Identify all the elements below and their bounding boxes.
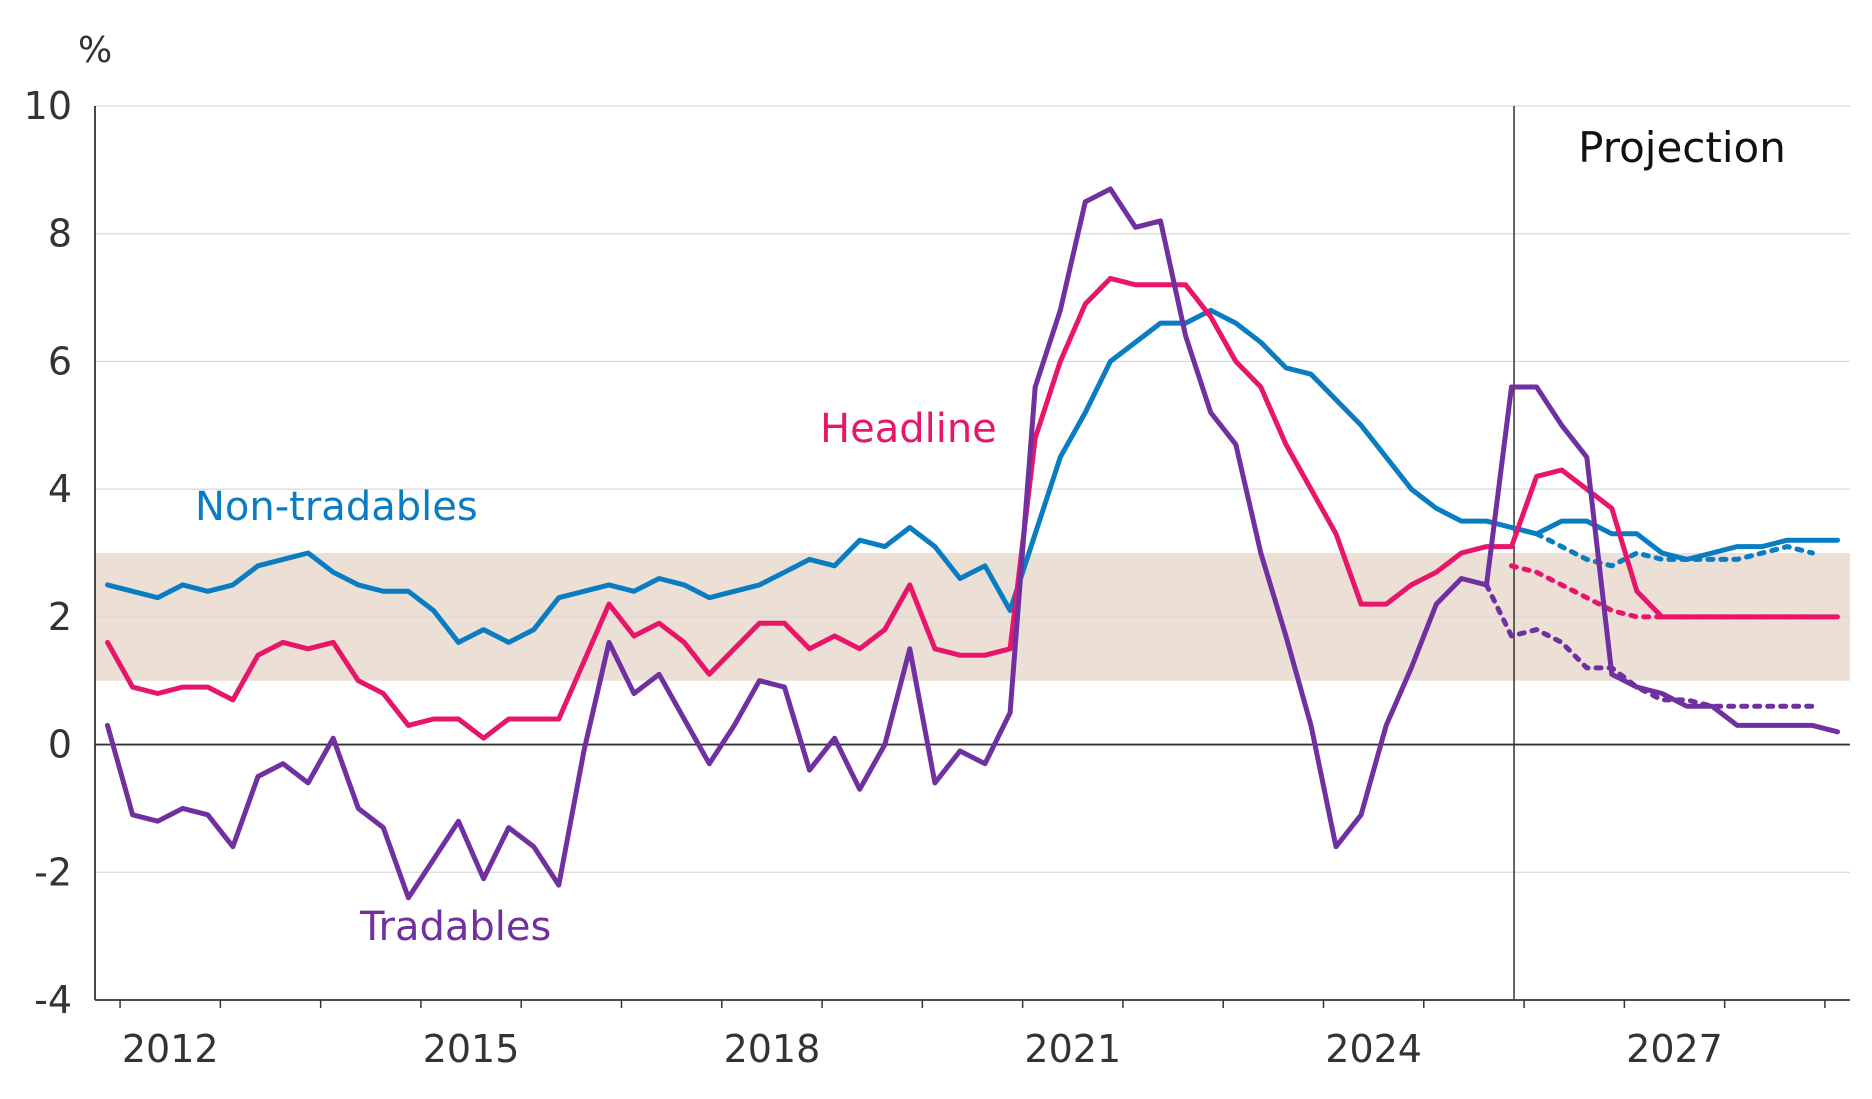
x-tick-label: 2018 bbox=[724, 1027, 821, 1071]
axes: 10 8 6 4 2 0 -2 -4 2012 2015 2018 2021 2024 2027 bbox=[24, 84, 1850, 1071]
y-tick-label: -2 bbox=[34, 850, 72, 894]
labels: Non-tradables Headline Tradables bbox=[195, 406, 997, 950]
x-tick-label: 2024 bbox=[1325, 1027, 1422, 1071]
series-headline-line bbox=[105, 275, 1840, 741]
series-tradables-line bbox=[105, 186, 1840, 901]
y-tick-label: -4 bbox=[34, 978, 72, 1022]
series-nontradables-alternative-projection bbox=[1509, 525, 1815, 569]
x-tick-label: 2012 bbox=[122, 1027, 219, 1071]
y-tick-label: 0 bbox=[48, 723, 72, 767]
series-label-headline: Headline bbox=[820, 406, 997, 452]
x-tick-label: 2027 bbox=[1626, 1027, 1723, 1071]
series-label-nontradables: Non-tradables bbox=[195, 484, 478, 530]
x-tick-label: 2021 bbox=[1024, 1027, 1121, 1071]
y-tick-label: 6 bbox=[48, 339, 72, 383]
projection-marker: Projection bbox=[1513, 106, 1786, 1000]
series-nontradables-line bbox=[105, 307, 1840, 645]
x-tick-label: 2015 bbox=[423, 1027, 520, 1071]
y-tick-label: 2 bbox=[48, 595, 72, 639]
y-unit-label: % bbox=[78, 30, 112, 71]
y-tick-label: 10 bbox=[24, 84, 72, 128]
series-lines bbox=[105, 186, 1840, 901]
series-tradables-alternative-projection bbox=[1484, 582, 1815, 709]
y-tick-label: 4 bbox=[48, 467, 72, 511]
projection-label: Projection bbox=[1578, 123, 1786, 172]
y-tick-label: 8 bbox=[48, 212, 72, 256]
series-label-tradables: Tradables bbox=[359, 904, 551, 950]
